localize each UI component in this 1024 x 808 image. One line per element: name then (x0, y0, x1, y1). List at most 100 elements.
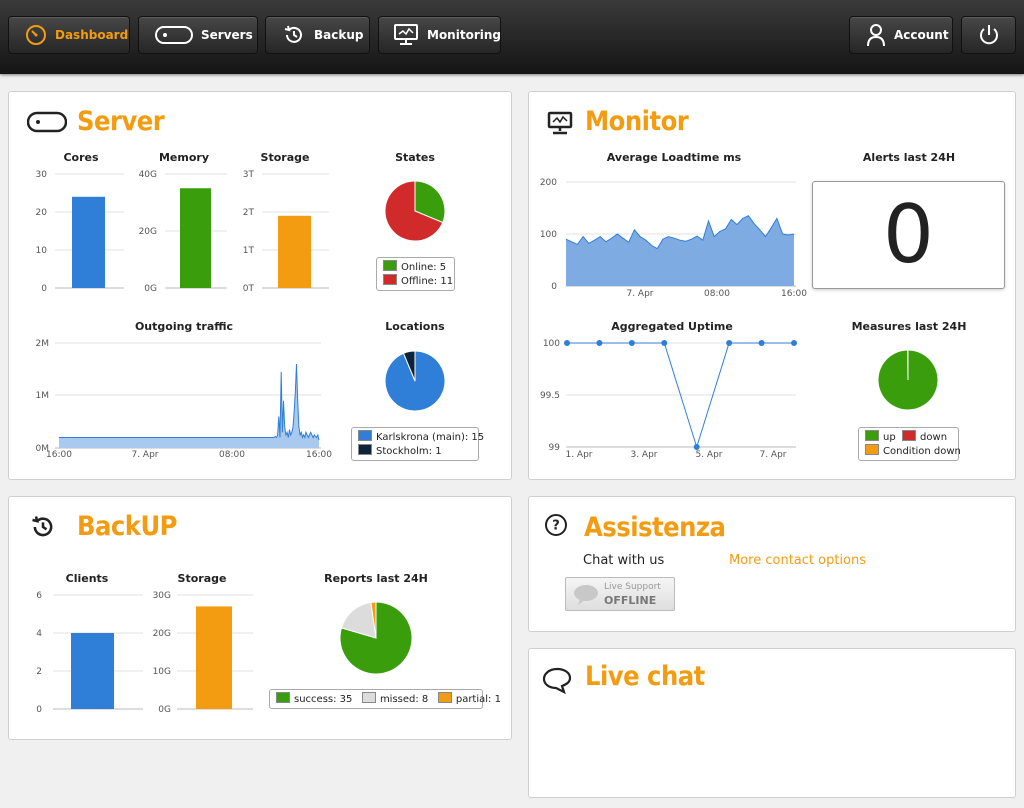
uptime-point-3[interactable] (661, 340, 668, 346)
nav-monitoring-button[interactable]: Monitoring (378, 16, 501, 54)
locations-slice-1[interactable] (402, 350, 416, 382)
legend-karlskrona[interactable]: Karlskrona (main): 15 (358, 430, 484, 444)
traffic-ytick-1: 1M (36, 391, 50, 401)
traffic-ytick-2: 0M (36, 444, 50, 454)
storage-tick-3: 0T (243, 284, 255, 294)
states-slice-0[interactable] (414, 180, 446, 224)
backup-panel: BackUP Clients Storage Reports last 24H … (8, 496, 512, 740)
loadtime-chart-label: Average Loadtime ms (606, 151, 742, 164)
storage-tick-1: 2T (243, 208, 255, 218)
legend-success[interactable]: success: 35 (276, 692, 353, 705)
clients-bar[interactable] (71, 633, 114, 709)
states-legend: Online: 5 Offline: 11 (376, 257, 455, 291)
uptime-xtick-2: 5. Apr (695, 450, 722, 460)
legend-offline[interactable]: Offline: 11 (383, 274, 453, 288)
monitor-title: Monitor (585, 106, 689, 137)
reports-slice-2[interactable] (370, 601, 377, 639)
backup-storage-bar[interactable] (196, 606, 232, 709)
memory-chart-label: Memory (158, 151, 210, 164)
nav-backup-button[interactable]: Backup (265, 16, 370, 54)
uptime-point-1[interactable] (596, 340, 603, 346)
loadtime-xtick-0: 7. Apr (626, 289, 653, 299)
legend-missed[interactable]: missed: 8 (361, 692, 429, 705)
traffic-series-line[interactable] (59, 363, 320, 441)
nav-backup-label: Backup (314, 28, 364, 42)
locations-pie-chart (384, 350, 446, 412)
power-icon (977, 23, 1001, 47)
alerts-count: 0 (883, 188, 934, 281)
legend-up[interactable]: up (865, 430, 896, 443)
condition-down-swatch (865, 444, 879, 455)
storage-bar[interactable] (278, 215, 311, 288)
cores-bar[interactable] (72, 196, 105, 288)
cores-tick-1: 20 (36, 208, 48, 218)
legend-partial-label: partial: 1 (455, 694, 501, 705)
stockholm-swatch (358, 444, 372, 455)
uptime-point-4[interactable] (693, 444, 700, 450)
clients-chart-label: Clients (65, 572, 109, 585)
legend-stockholm[interactable]: Stockholm: 1 (358, 444, 472, 458)
nav-servers-button[interactable]: Servers (138, 16, 258, 54)
reports-pie-chart (339, 601, 413, 675)
legend-partial[interactable]: partial: 1 (437, 692, 501, 705)
server-title: Server (77, 106, 165, 137)
measures-legend: up down Condition down (858, 427, 961, 461)
measures-pie-chart (877, 349, 939, 411)
live-support-label: Live Support (604, 582, 661, 592)
server-icon (26, 110, 68, 138)
legend-condition-down[interactable]: Condition down (865, 444, 961, 458)
logout-button[interactable] (961, 16, 1016, 54)
backup-storage-bar-chart: 30G 20G 10G 0G (153, 591, 253, 715)
uptime-series-line[interactable] (567, 342, 794, 449)
loadtime-area (566, 215, 794, 286)
loadtime-series-line[interactable] (565, 215, 795, 250)
legend-down-label: down (920, 432, 948, 443)
clients-tick-0: 6 (36, 591, 42, 601)
legend-stockholm-label: Stockholm: 1 (376, 446, 442, 457)
more-contact-link[interactable]: More contact options (729, 553, 867, 568)
uptime-point-2[interactable] (628, 340, 635, 346)
assistenza-panel: ? Assistenza Chat with us More contact o… (528, 496, 1016, 632)
nav-monitoring-label: Monitoring (427, 28, 501, 42)
legend-missed-label: missed: 8 (379, 694, 429, 705)
reports-slice-0[interactable] (339, 601, 413, 675)
server-panel: Server Cores Memory Storage States Outgo… (8, 91, 512, 480)
loadtime-ytick-0: 200 (540, 178, 557, 188)
backup-storage-tick-3: 0G (158, 705, 171, 715)
cores-tick-0: 30 (36, 170, 48, 180)
livechat-title: Live chat (585, 661, 705, 692)
states-slice-1[interactable] (384, 180, 444, 242)
nav-dashboard-label: Dashboard (55, 28, 129, 42)
legend-online[interactable]: Online: 5 (383, 260, 448, 274)
nav-dashboard-button[interactable]: Dashboard (8, 16, 130, 54)
uptime-point-5[interactable] (726, 340, 733, 346)
uptime-point-0[interactable] (564, 340, 570, 346)
uptime-point-6[interactable] (758, 340, 765, 346)
reports-slice-1[interactable] (340, 601, 377, 639)
traffic-ytick-0: 2M (36, 339, 50, 349)
backup-storage-chart-label: Storage (177, 572, 227, 585)
legend-success-label: success: 35 (294, 694, 353, 705)
traffic-area-chart: 2M 1M 0M 16:00 7. Apr 08:00 16:00 (36, 339, 333, 460)
reports-legend: success: 35 missed: 8 partial: 1 (269, 689, 501, 709)
uptime-point-7[interactable] (791, 340, 797, 346)
online-swatch (383, 260, 397, 271)
legend-online-label: Online: 5 (401, 262, 447, 273)
legend-down[interactable]: down (902, 430, 948, 443)
alerts-label: Alerts last 24H (862, 151, 956, 164)
speech-bubble-icon (572, 584, 600, 610)
uptime-points (564, 340, 797, 450)
monitor-panel: Monitor Average Loadtime ms Alerts last … (528, 91, 1016, 480)
offline-swatch (383, 274, 397, 285)
traffic-chart-label: Outgoing traffic (134, 320, 234, 333)
live-support-button[interactable]: Live Support OFFLINE (565, 577, 675, 611)
traffic-area (59, 364, 319, 448)
partial-swatch (437, 692, 452, 703)
karlskrona-swatch (358, 430, 372, 441)
nav-account-button[interactable]: Account (849, 16, 953, 54)
svg-text:?: ? (552, 519, 560, 534)
memory-bar[interactable] (180, 188, 211, 288)
alerts-box: 0 (812, 181, 1005, 289)
loadtime-xtick-2: 16:00 (781, 289, 807, 299)
backup-title: BackUP (77, 511, 177, 542)
